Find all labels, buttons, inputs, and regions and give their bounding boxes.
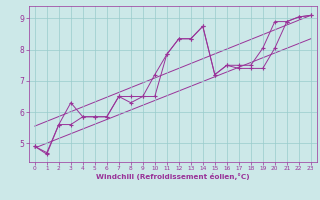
X-axis label: Windchill (Refroidissement éolien,°C): Windchill (Refroidissement éolien,°C)	[96, 173, 250, 180]
